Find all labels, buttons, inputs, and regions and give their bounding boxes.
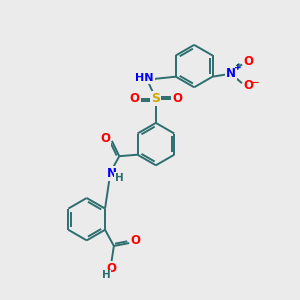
Text: O: O [243,56,254,68]
Text: −: − [250,78,258,87]
Text: O: O [172,92,182,105]
Text: HN: HN [136,73,154,83]
Text: H: H [115,173,124,183]
Text: +: + [234,63,242,72]
Text: O: O [131,234,141,247]
Text: O: O [130,92,140,105]
Text: O: O [106,262,116,275]
Text: S: S [152,92,160,105]
Text: N: N [226,67,236,80]
Text: O: O [100,132,110,145]
Text: N: N [107,167,117,180]
Text: H: H [102,270,111,280]
Text: O: O [243,79,254,92]
